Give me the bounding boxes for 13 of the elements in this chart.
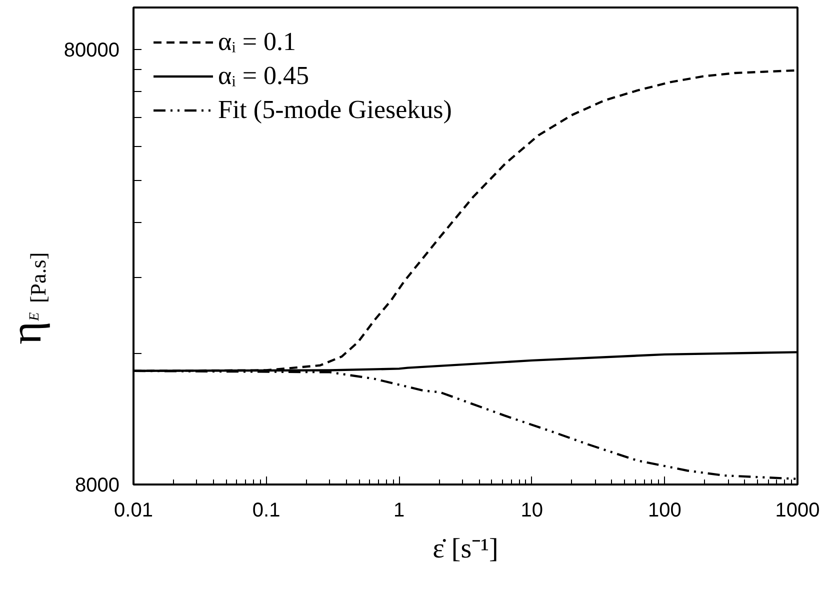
y-axis-title: ηE [Pa.s] (2, 252, 50, 344)
x-tick-label: 10 (520, 500, 544, 522)
y-tick-label: 8000 (75, 474, 120, 496)
legend-label: αᵢ = 0.1 (218, 27, 296, 57)
x-tick-label: 100 (648, 500, 682, 522)
x-tick-label: 1000 (775, 500, 820, 522)
x-tick-label: 0.01 (114, 500, 153, 522)
legend-label: Fit (5-mode Giesekus) (218, 95, 452, 125)
x-axis-title: ε̇ [s⁻¹] (432, 534, 498, 564)
x-tick-label: 1 (394, 500, 405, 522)
y-tick-label: 80000 (64, 40, 120, 62)
x-tick-label: 0.1 (252, 500, 280, 522)
legend-label: αᵢ = 0.45 (218, 61, 310, 91)
